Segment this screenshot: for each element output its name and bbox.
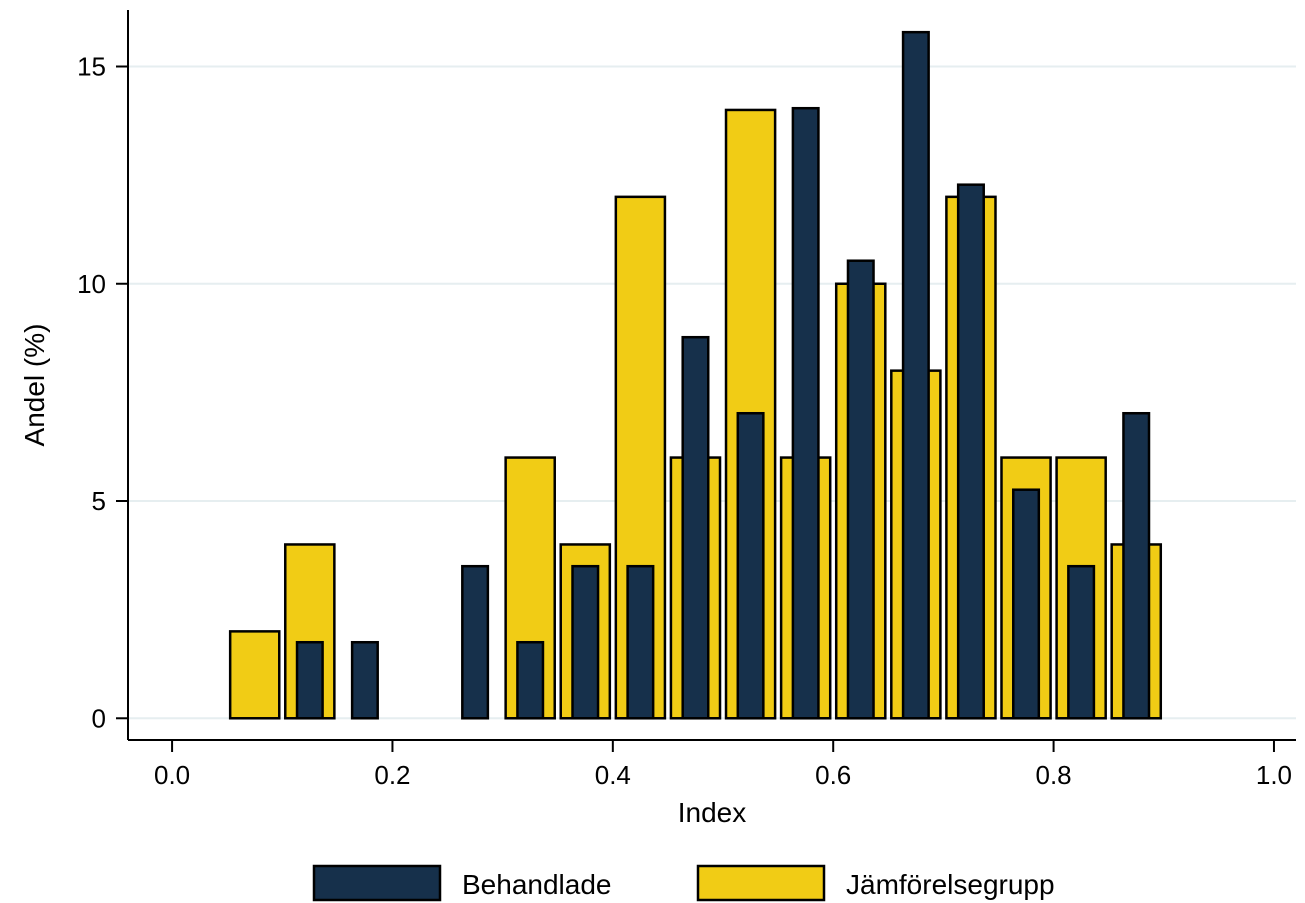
bar-behandlade-4 bbox=[571, 564, 600, 720]
x-tick-label-0.2: 0.2 bbox=[374, 760, 410, 790]
bar-behandlade-10 bbox=[901, 30, 930, 720]
x-tick-label-1.0: 1.0 bbox=[1256, 760, 1292, 790]
bar-behandlade-12 bbox=[1012, 488, 1041, 720]
bar-behandlade-3 bbox=[516, 640, 545, 720]
axes bbox=[127, 10, 1296, 741]
y-axis-ticks: 0 5 10 15 bbox=[77, 51, 128, 733]
legend-label-behandlade: Behandlade bbox=[462, 869, 611, 900]
bar-jamforelsegrupp-0 bbox=[228, 630, 281, 720]
legend: Behandlade Jämförelsegrupp bbox=[312, 864, 1055, 902]
y-tick-label-10: 10 bbox=[77, 269, 106, 299]
x-axis-ticks: 0.0 0.2 0.4 0.6 0.8 1.0 bbox=[154, 740, 1292, 790]
bar-behandlade-14 bbox=[1122, 411, 1151, 720]
legend-label-jamforelsegrupp: Jämförelsegrupp bbox=[846, 869, 1055, 900]
legend-swatch-behandlade bbox=[312, 864, 442, 902]
bar-behandlade-7 bbox=[736, 411, 765, 720]
y-tick-label-0: 0 bbox=[92, 703, 106, 733]
x-tick-label-0.4: 0.4 bbox=[595, 760, 631, 790]
x-tick-label-0.0: 0.0 bbox=[154, 760, 190, 790]
y-axis-title: Andel (%) bbox=[19, 324, 50, 447]
x-tick-label-0.6: 0.6 bbox=[815, 760, 851, 790]
legend-swatch-jamforelsegrupp bbox=[696, 864, 826, 902]
y-tick-label-5: 5 bbox=[92, 486, 106, 516]
x-tick-label-0.8: 0.8 bbox=[1036, 760, 1072, 790]
bar-behandlade-5 bbox=[626, 564, 655, 720]
bar-behandlade-8 bbox=[791, 106, 820, 720]
y-tick-label-15: 15 bbox=[77, 51, 106, 81]
x-axis-title: Index bbox=[678, 797, 747, 828]
bar-behandlade-0 bbox=[295, 640, 324, 720]
bar-behandlade-2 bbox=[461, 564, 490, 720]
bar-behandlade-6 bbox=[681, 335, 710, 720]
bar-behandlade-9 bbox=[846, 259, 875, 720]
bar-behandlade-13 bbox=[1067, 564, 1096, 720]
bar-behandlade-11 bbox=[956, 183, 985, 720]
series-behandlade-bars bbox=[295, 30, 1151, 720]
bar-behandlade-1 bbox=[350, 640, 379, 720]
